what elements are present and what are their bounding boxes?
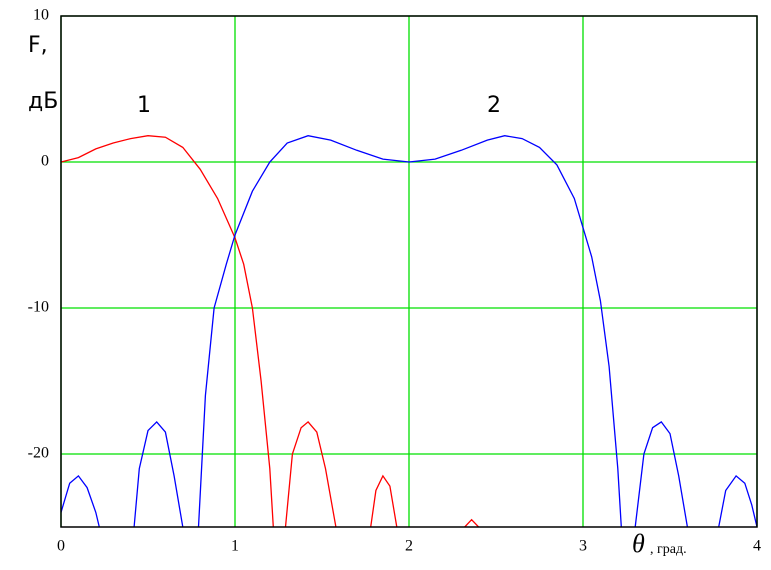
x-tick-label: 2 [405,538,413,555]
y-tick-label: -20 [28,445,49,462]
y-label-line: дБ [28,89,58,114]
y-tick-label: 0 [41,153,49,170]
plot-border [60,15,758,528]
x-tick-label: 3 [579,538,587,555]
x-tick-label: 1 [231,538,239,555]
series-line [61,135,757,527]
x-label: θ [632,529,645,558]
annotation: 1 [137,93,151,118]
x-tick-label: 0 [57,538,65,555]
annotation: 2 [487,93,501,118]
x-tick-label: 4 [753,538,761,555]
plot-area [61,135,757,527]
y-label-line: F, [28,33,48,58]
y-tick-label: 10 [33,7,49,24]
series-line [61,135,480,527]
x-unit: , град. [650,542,687,557]
y-tick-label: -10 [28,299,49,316]
